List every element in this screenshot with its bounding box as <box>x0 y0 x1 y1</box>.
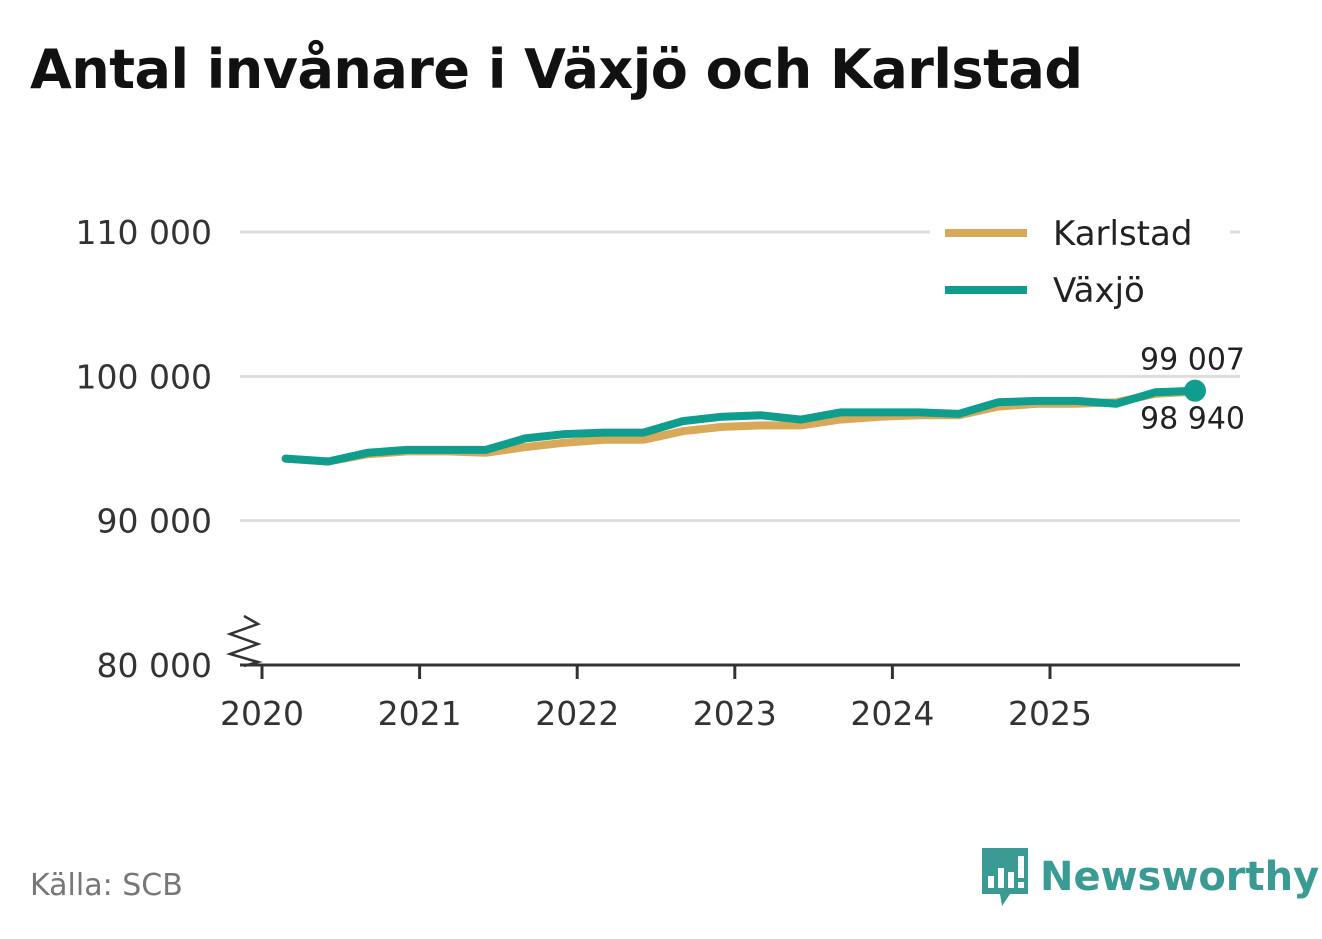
legend-label-karlstad: Karlstad <box>1053 214 1192 254</box>
y-tick-label: 100 000 <box>76 357 212 396</box>
end-label-växjö: 99 007 <box>1140 343 1245 378</box>
end-label-karlstad: 98 940 <box>1140 402 1245 437</box>
x-tick-label: 2024 <box>850 694 934 733</box>
series-line-växjö <box>281 386 1199 466</box>
series-lines <box>281 379 1206 466</box>
y-tick-label: 110 000 <box>76 213 212 252</box>
source-note: Källa: SCB <box>30 868 183 903</box>
bar-chart-bubble-icon <box>982 848 1028 906</box>
x-tick-label: 2022 <box>535 694 619 733</box>
end-labels: 99 007 98 940 <box>1140 343 1245 437</box>
end-point-marker <box>1183 379 1206 402</box>
legend: Karlstad Växjö <box>930 210 1230 320</box>
x-tick-label: 2025 <box>1008 694 1092 733</box>
legend-label-växjö: Växjö <box>1053 271 1145 311</box>
y-tick-label: 80 000 <box>97 646 212 685</box>
newsworthy-logo: Newsworthy <box>980 846 1319 908</box>
axis-break-icon <box>225 614 263 668</box>
x-tick-label: 2021 <box>378 694 462 733</box>
legend-background <box>930 210 1230 320</box>
x-tick-label: 2020 <box>220 694 304 733</box>
chart-title: Antal invånare i Växjö och Karlstad <box>30 38 1083 101</box>
y-tick-label: 90 000 <box>97 502 212 541</box>
brand-name: Newsworthy <box>1040 854 1320 900</box>
x-tick-label: 2023 <box>693 694 777 733</box>
